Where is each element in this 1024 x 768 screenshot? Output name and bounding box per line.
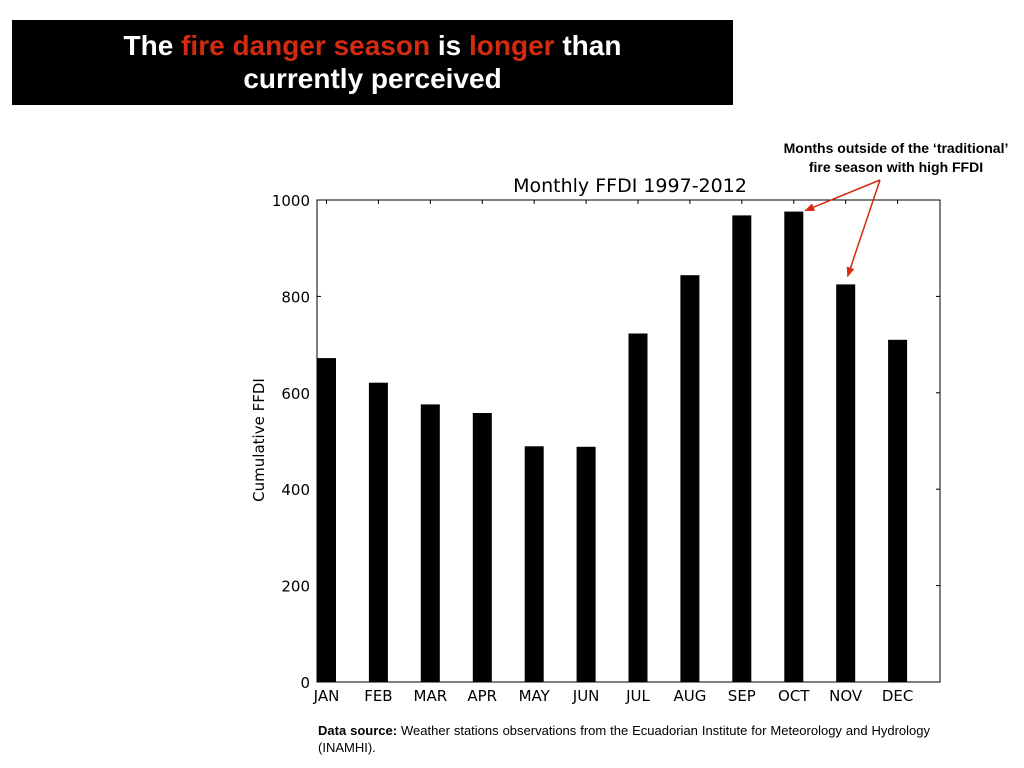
title-text-2: is bbox=[430, 30, 469, 61]
y-tick-label-600: 600 bbox=[281, 385, 310, 403]
bar-apr bbox=[472, 413, 492, 682]
bar-aug bbox=[680, 275, 700, 682]
x-tick-label-jan: JAN bbox=[313, 687, 340, 705]
source-text: Weather stations observations from the E… bbox=[318, 723, 930, 755]
title-highlight-longer: longer bbox=[469, 30, 555, 61]
y-tick-label-800: 800 bbox=[281, 288, 310, 306]
annotation-arrow-oct bbox=[804, 179, 881, 212]
y-axis-label: Cumulative FFDI bbox=[250, 378, 268, 502]
bar-nov bbox=[836, 284, 856, 682]
x-tick-label-dec: DEC bbox=[882, 687, 914, 705]
annotation-arrows bbox=[804, 179, 881, 278]
plot-frame bbox=[316, 199, 941, 683]
title-line-2: currently perceived bbox=[243, 63, 502, 94]
chart-title: Monthly FFDI 1997-2012 bbox=[513, 175, 747, 197]
bar-dec bbox=[888, 339, 908, 682]
x-tick-label-apr: APR bbox=[467, 687, 497, 705]
chart-annotation: Months outside of the ‘traditional’ fire… bbox=[760, 139, 1024, 177]
annotation-arrow-nov bbox=[846, 179, 881, 278]
x-tick-label-may: MAY bbox=[519, 687, 551, 705]
data-source-note: Data source: Weather stations observatio… bbox=[318, 722, 930, 756]
title-text-3: than bbox=[554, 30, 622, 61]
bar-jun bbox=[576, 446, 596, 682]
bar-feb bbox=[368, 382, 388, 682]
x-tick-label-nov: NOV bbox=[829, 687, 863, 705]
bar-jul bbox=[628, 333, 648, 682]
y-tick-labels: 0 200 400 600 800 1000 bbox=[272, 192, 310, 692]
x-tick-label-feb: FEB bbox=[364, 687, 392, 705]
bar-oct bbox=[784, 211, 804, 682]
y-tick-label-200: 200 bbox=[281, 578, 310, 596]
annotation-line-2: fire season with high FFDI bbox=[808, 159, 984, 175]
y-tick-label-1000: 1000 bbox=[272, 192, 310, 210]
x-tick-label-sep: SEP bbox=[728, 687, 756, 705]
x-tick-label-oct: OCT bbox=[778, 687, 810, 705]
bar-mar bbox=[420, 404, 440, 682]
slide-title: The fire danger season is longer than cu… bbox=[12, 20, 733, 105]
bar-jan bbox=[317, 358, 336, 682]
x-tick-label-jul: JUL bbox=[625, 687, 650, 705]
x-tick-labels: JAN FEB MAR APR MAY JUN JUL AUG SEP OCT NOV DEC bbox=[313, 687, 914, 705]
ticks-group bbox=[317, 199, 940, 683]
source-label: Data source: bbox=[318, 723, 398, 738]
bars-group bbox=[317, 211, 908, 682]
title-highlight-fire-danger-season: fire danger season bbox=[181, 30, 431, 61]
x-tick-label-jun: JUN bbox=[572, 687, 600, 705]
annotation-line-1: Months outside of the ‘traditional’ bbox=[783, 140, 1009, 156]
bar-may bbox=[524, 446, 544, 682]
bar-sep bbox=[732, 215, 752, 682]
x-tick-label-aug: AUG bbox=[673, 687, 706, 705]
y-tick-label-0: 0 bbox=[300, 674, 310, 692]
x-tick-label-mar: MAR bbox=[414, 687, 448, 705]
title-text-1: The bbox=[123, 30, 182, 61]
y-tick-label-400: 400 bbox=[281, 481, 310, 499]
